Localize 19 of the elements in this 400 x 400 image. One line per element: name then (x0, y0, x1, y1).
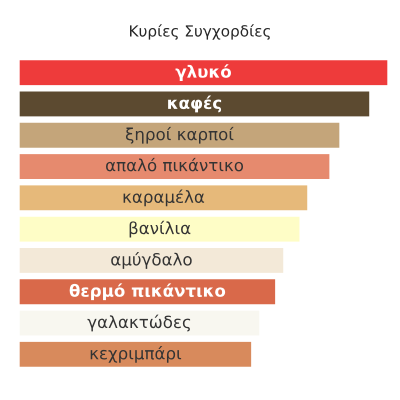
bar (19, 121, 341, 150)
y-tick-label: απαλό πικάντικο (106, 158, 244, 172)
chart-title: Κυρίες Συγχορδίες (130, 24, 270, 40)
bar (19, 58, 388, 86)
y-tick-label: γαλακτώδες (87, 314, 190, 332)
y-tick-label: καραμέλα (124, 189, 204, 206)
y-tick-label: ξηροί καρποί (126, 126, 234, 144)
bar (19, 215, 301, 243)
bar (19, 90, 371, 118)
bar (19, 340, 253, 368)
bar (19, 246, 285, 274)
y-tick-label: κεχριμπάρι (90, 346, 182, 363)
y-tick-label: βανίλια (130, 220, 190, 238)
y-tick-label: καφές (168, 96, 222, 112)
y-tick-label: γλυκό (176, 64, 232, 82)
bar (19, 152, 331, 180)
y-tick-label: αμύγδαλο (111, 252, 192, 269)
bar (19, 184, 309, 212)
y-tick-label: θερμό πικάντικο (70, 283, 226, 300)
